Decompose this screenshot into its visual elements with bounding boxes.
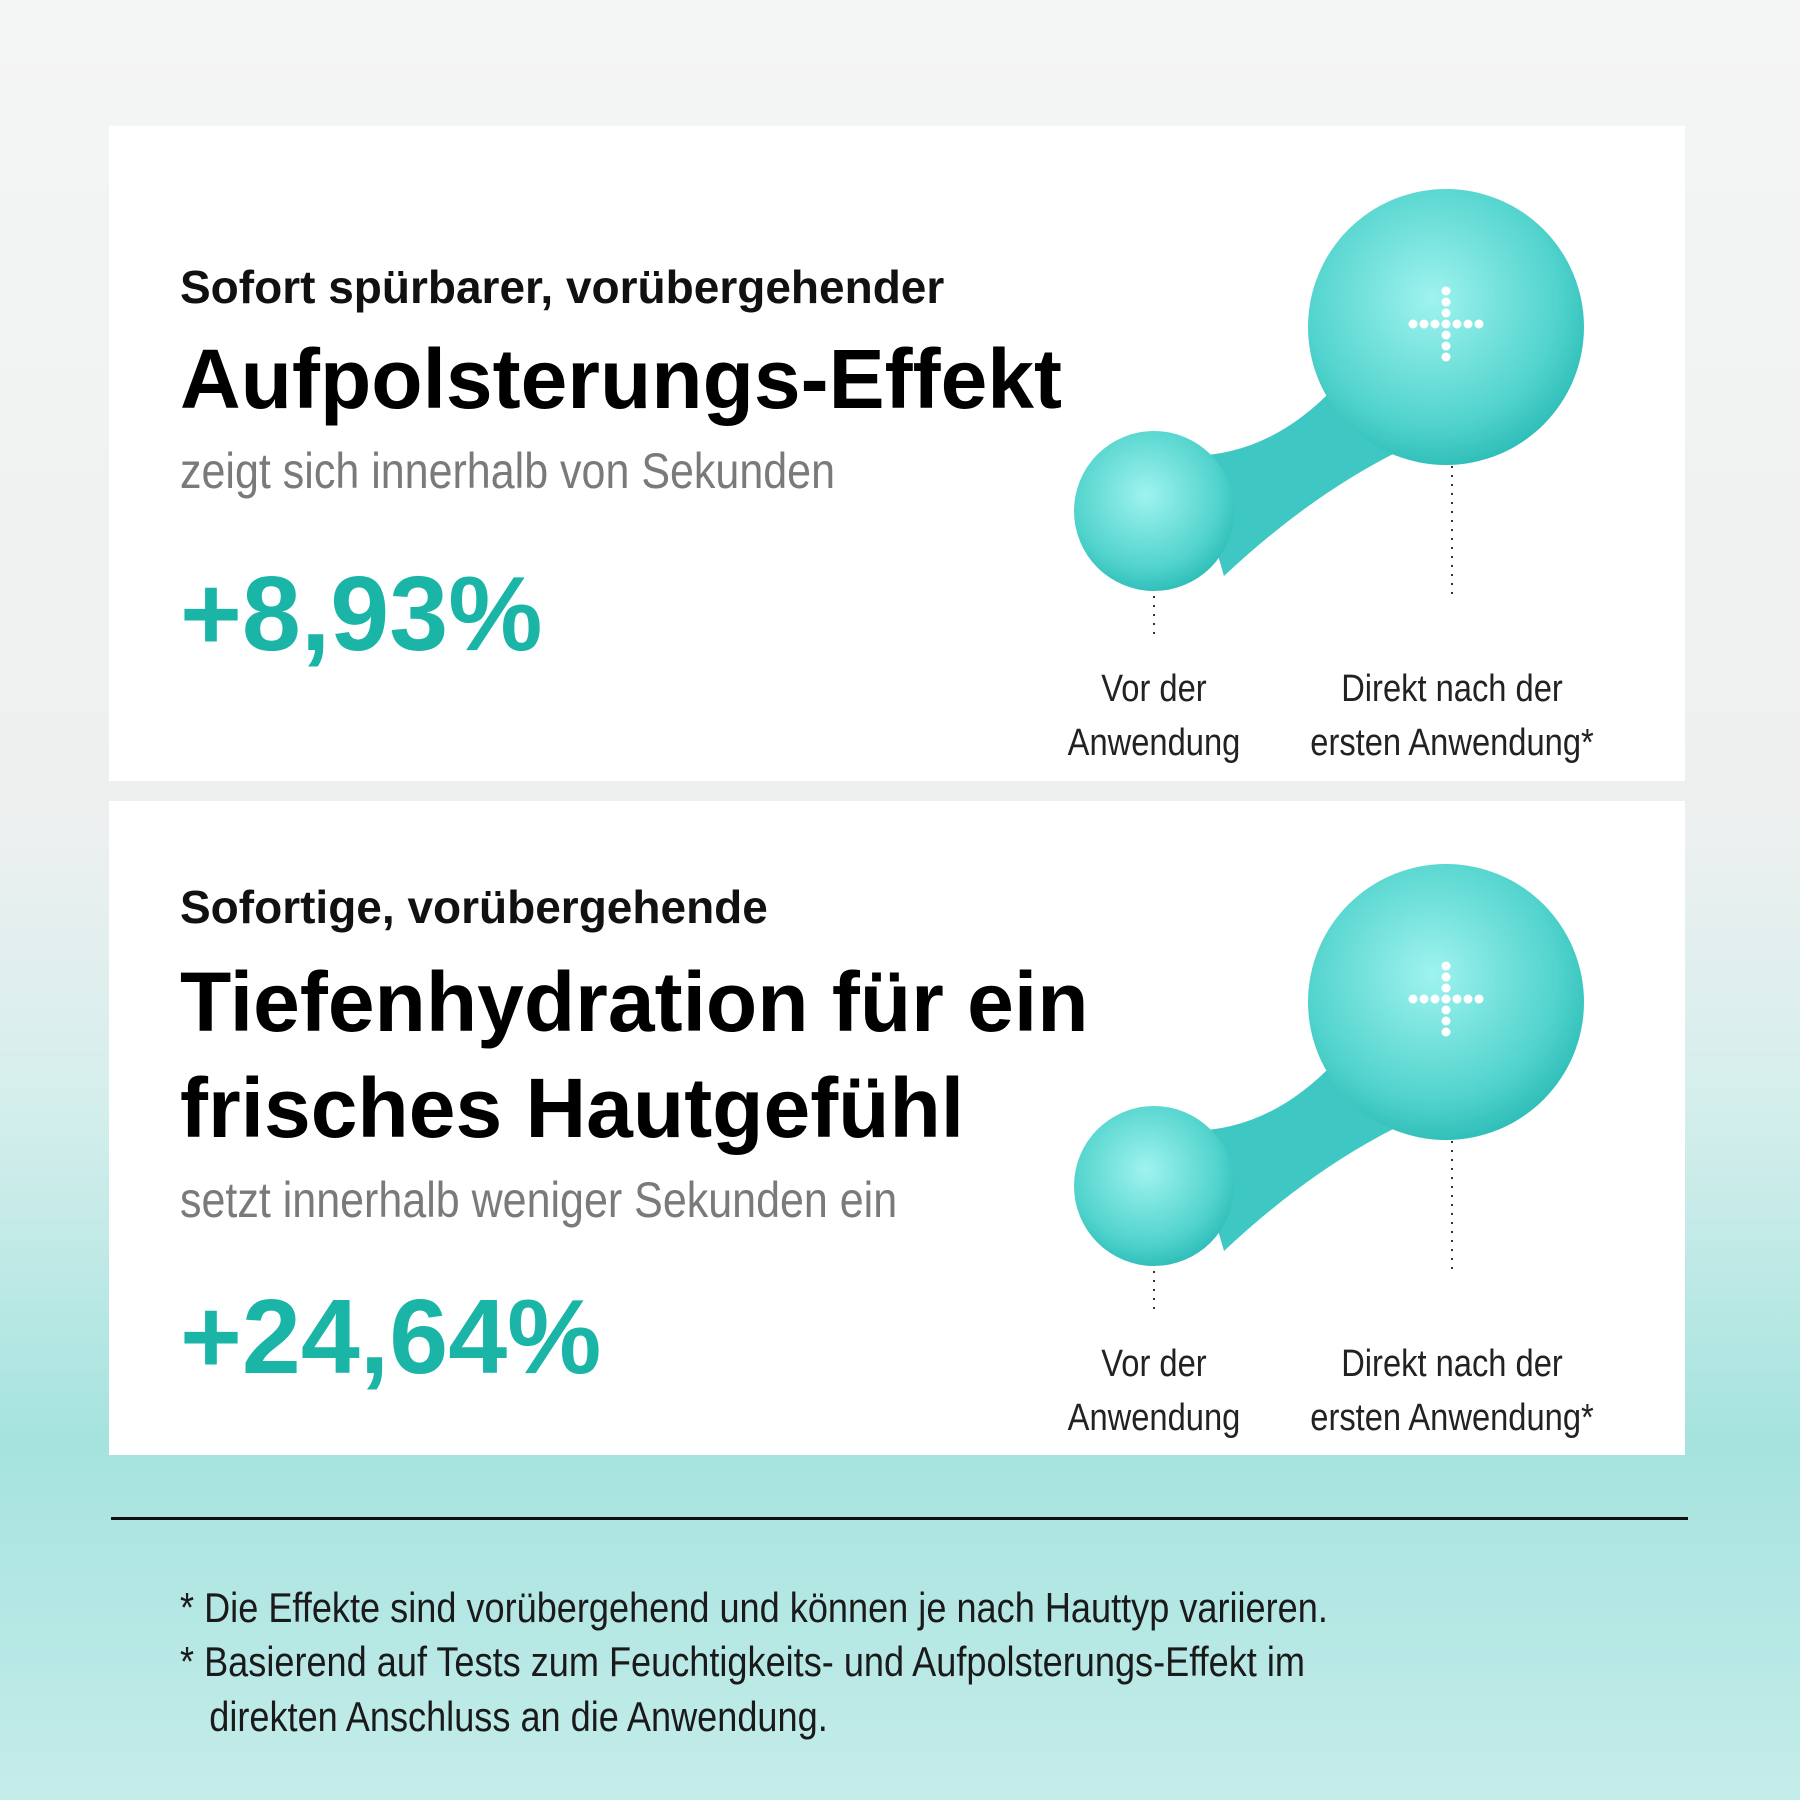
subline: setzt innerhalb weniger Sekunden ein (180, 1172, 898, 1228)
after-label: Direkt nach der ersten Anwendung* (1310, 662, 1593, 770)
label-line: Direkt nach der (1341, 668, 1563, 710)
headline: Aufpolsterungs-Effekt (180, 326, 1062, 432)
headline: Tiefenhydration für ein frisches Hautgefü… (180, 949, 1089, 1161)
label-line: ersten Anwendung* (1310, 1397, 1594, 1439)
label-line: Anwendung (1067, 1397, 1241, 1439)
footnote-line: * Basierend auf Tests zum Feuchtigkeits-… (180, 1638, 1305, 1685)
intro: Sofortige, vorübergehende (180, 881, 768, 933)
footnote-line: direkten Anschluss an die Anwendung. (209, 1693, 828, 1740)
label-line: Vor der (1101, 1343, 1207, 1385)
label-line: Vor der (1101, 668, 1207, 710)
label-line: Direkt nach der (1341, 1343, 1563, 1385)
before-label: Vor der Anwendung (1068, 662, 1241, 770)
card: Sofortige, vorübergehende Tiefenhydratio… (109, 801, 1685, 1455)
label-line: ersten Anwendung* (1310, 722, 1594, 764)
stat: +8,93% (180, 555, 543, 673)
card: Sofort spürbarer, vorübergehender Aufpol… (109, 126, 1685, 781)
stat: +24,64% (180, 1278, 602, 1396)
label-line: Anwendung (1067, 722, 1241, 764)
divider (111, 1517, 1688, 1520)
intro: Sofort spürbarer, vorübergehender (180, 261, 945, 313)
after-label: Direkt nach der ersten Anwendung* (1310, 1337, 1593, 1445)
footnote: * Basierend auf Tests zum Feuchtigkeits-… (180, 1634, 1305, 1744)
footnote: * Die Effekte sind vorübergehend und kön… (180, 1580, 1328, 1635)
subline: zeigt sich innerhalb von Sekunden (180, 443, 835, 499)
headline-line: Aufpolsterungs-Effekt (180, 332, 1062, 426)
headline-line: frisches Hautgefühl (180, 1061, 965, 1155)
footnote-line: * Die Effekte sind vorübergehend und kön… (180, 1584, 1328, 1631)
headline-line: Tiefenhydration für ein (180, 955, 1089, 1049)
before-label: Vor der Anwendung (1068, 1337, 1241, 1445)
